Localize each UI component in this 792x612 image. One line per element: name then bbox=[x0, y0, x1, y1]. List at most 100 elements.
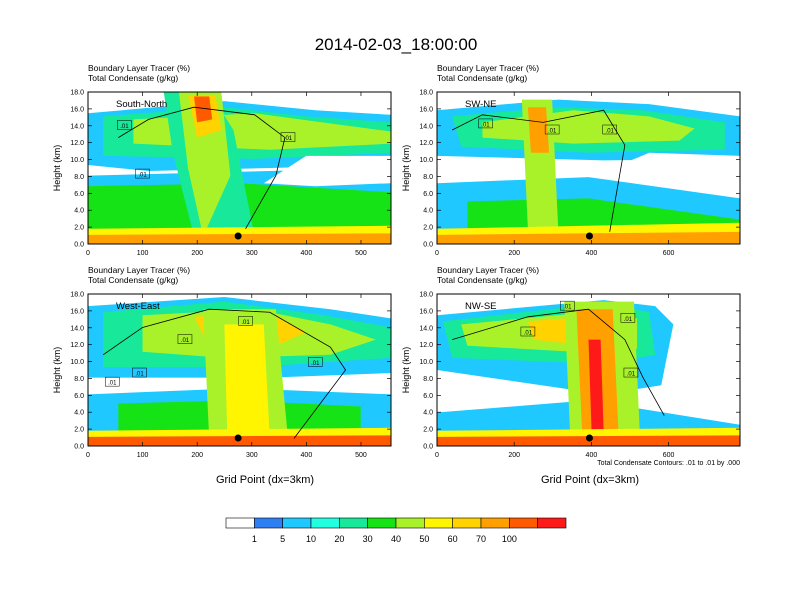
y-tick-label: 10.0 bbox=[70, 157, 84, 164]
panel-name: South-North bbox=[116, 99, 167, 110]
contour-label: .01 bbox=[120, 124, 129, 130]
x-tick-label: 300 bbox=[246, 452, 258, 459]
x-tick-label: 0 bbox=[435, 250, 439, 257]
contour-label-box bbox=[177, 334, 193, 344]
colorbar-label: 10 bbox=[306, 534, 316, 544]
contour-label: .01 bbox=[524, 331, 533, 337]
x-tick-label: 200 bbox=[191, 452, 203, 459]
y-tick-label: 14.0 bbox=[70, 325, 84, 332]
contour-label: .01 bbox=[284, 136, 293, 142]
y-tick-label: 4.0 bbox=[74, 410, 84, 417]
location-dot bbox=[234, 232, 242, 240]
x-tick-label: 200 bbox=[191, 250, 203, 257]
x-tick-label: 600 bbox=[663, 250, 675, 257]
shade-region bbox=[194, 96, 213, 123]
plot-frame bbox=[87, 293, 392, 447]
header-tracer: Boundary Layer Tracer (%) bbox=[88, 63, 190, 73]
colorbar-label: 70 bbox=[476, 534, 486, 544]
colorbar-swatch bbox=[282, 517, 312, 529]
contour-label: .01 bbox=[606, 129, 615, 135]
y-tick-label: 8.0 bbox=[423, 174, 433, 181]
y-tick-label: 14.0 bbox=[419, 123, 433, 130]
y-axis-label: Height (km) bbox=[52, 347, 62, 394]
x-axis-label-right: Grid Point (dx=3km) bbox=[541, 474, 639, 486]
colorbar-swatch bbox=[480, 517, 510, 529]
colorbar: 1 5 10 20 30 40 50 60 70 100 bbox=[225, 517, 567, 544]
y-tick-label: 18.0 bbox=[419, 292, 433, 299]
y-tick-label: 10.0 bbox=[70, 359, 84, 366]
colorbar-label: 60 bbox=[448, 534, 458, 544]
x-tick-label: 400 bbox=[586, 250, 598, 257]
contour-label-box bbox=[135, 168, 150, 179]
header-condensate: Total Condensate (g/kg) bbox=[437, 73, 527, 83]
contour-label: .01 bbox=[108, 381, 117, 387]
colorbar-label: 40 bbox=[391, 534, 401, 544]
x-tick-label: 100 bbox=[137, 250, 149, 257]
x-axis-label-left: Grid Point (dx=3km) bbox=[216, 474, 314, 486]
contour-label: .01 bbox=[311, 361, 320, 367]
colorbar-swatch bbox=[452, 517, 482, 529]
contour-label-box bbox=[308, 357, 323, 367]
x-tick-label: 200 bbox=[508, 250, 520, 257]
contour-label: .01 bbox=[241, 320, 250, 326]
y-tick-label: 18.0 bbox=[70, 90, 84, 97]
plot-frame bbox=[436, 293, 741, 447]
contour-label-box bbox=[560, 300, 575, 311]
y-tick-label: 0.0 bbox=[423, 444, 433, 451]
colorbar-label: 100 bbox=[502, 534, 517, 544]
tracer-field bbox=[88, 92, 391, 244]
contour-label: .01 bbox=[548, 129, 557, 135]
panel-west-east: Boundary Layer Tracer (%)Total Condensat… bbox=[52, 265, 392, 459]
header-tracer: Boundary Layer Tracer (%) bbox=[437, 63, 539, 73]
y-tick-label: 16.0 bbox=[419, 308, 433, 315]
y-tick-label: 6.0 bbox=[423, 393, 433, 400]
y-tick-label: 6.0 bbox=[423, 191, 433, 198]
contour-label-box bbox=[544, 124, 560, 135]
contour-label: .01 bbox=[135, 372, 144, 378]
tracer-field bbox=[88, 294, 391, 446]
y-tick-label: 6.0 bbox=[74, 393, 84, 400]
y-tick-label: 4.0 bbox=[423, 208, 433, 215]
figure-title: 2014-02-03_18:00:00 bbox=[315, 35, 478, 54]
y-tick-label: 12.0 bbox=[70, 140, 84, 147]
contour-label-box bbox=[520, 326, 536, 337]
x-tick-label: 200 bbox=[508, 452, 520, 459]
y-tick-label: 12.0 bbox=[70, 342, 84, 349]
colorbar-label: 5 bbox=[280, 534, 285, 544]
colorbar-swatch bbox=[339, 517, 368, 529]
panel-nw-se: Boundary Layer Tracer (%)Total Condensat… bbox=[401, 265, 741, 459]
x-tick-label: 100 bbox=[137, 452, 149, 459]
colorbar-swatch bbox=[537, 517, 567, 529]
y-tick-label: 0.0 bbox=[74, 242, 84, 249]
y-tick-label: 8.0 bbox=[74, 376, 84, 383]
panel-name: NW-SE bbox=[465, 301, 497, 312]
colorbar-label: 20 bbox=[334, 534, 344, 544]
y-tick-label: 12.0 bbox=[419, 342, 433, 349]
contour-label-box bbox=[238, 316, 253, 326]
colorbar-swatch bbox=[395, 517, 425, 529]
y-tick-label: 4.0 bbox=[74, 208, 84, 215]
colorbar-swatch bbox=[367, 517, 397, 529]
plot-frame bbox=[436, 91, 741, 245]
contour-label-box bbox=[620, 313, 636, 323]
panel-name: West-East bbox=[116, 301, 160, 312]
y-tick-label: 14.0 bbox=[70, 123, 84, 130]
y-tick-label: 0.0 bbox=[74, 444, 84, 451]
y-tick-label: 0.0 bbox=[423, 242, 433, 249]
panel-sw-ne: Boundary Layer Tracer (%)Total Condensat… bbox=[401, 63, 741, 257]
panel-name: SW-NE bbox=[465, 99, 497, 110]
y-tick-label: 10.0 bbox=[419, 359, 433, 366]
y-tick-label: 14.0 bbox=[419, 325, 433, 332]
contour-label: .01 bbox=[138, 173, 147, 179]
x-tick-label: 600 bbox=[663, 452, 675, 459]
location-dot bbox=[585, 434, 593, 442]
x-tick-label: 0 bbox=[435, 452, 439, 459]
y-tick-label: 2.0 bbox=[74, 427, 84, 434]
shade-region bbox=[224, 324, 270, 439]
contour-footnote: Total Condensate Contours: .01 to .01 by… bbox=[597, 460, 740, 467]
x-tick-label: 0 bbox=[86, 250, 90, 257]
contour-label: .01 bbox=[627, 372, 636, 378]
x-tick-label: 400 bbox=[586, 452, 598, 459]
colorbar-label: 50 bbox=[419, 534, 429, 544]
